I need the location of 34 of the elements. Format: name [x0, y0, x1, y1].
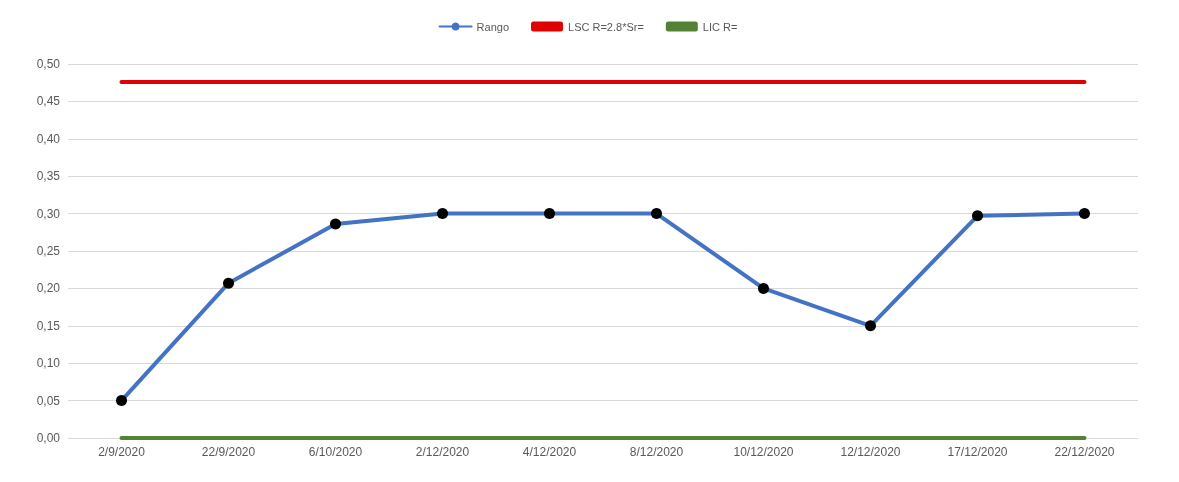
- y-tick-label: 0,35: [36, 169, 61, 184]
- y-tick-label: 0,00: [36, 431, 61, 445]
- x-tick-label: 22/9/2020: [201, 445, 256, 459]
- x-tick-label: 6/10/2020: [308, 445, 363, 459]
- y-tick-label: 0,05: [36, 393, 61, 408]
- y-tick-label: 0,10: [36, 356, 61, 371]
- point: [544, 208, 555, 220]
- x-tick-label: 2/9/2020: [98, 445, 146, 459]
- y-tick-label: 0,20: [36, 281, 61, 296]
- point: [972, 210, 983, 222]
- legend-label: LIC R=: [702, 20, 738, 33]
- point: [865, 320, 876, 332]
- x-tick-label: 2/12/2020: [415, 445, 470, 459]
- legend-label: LSC R=2.8*Sr=: [568, 20, 644, 33]
- y-tick-label: 0,45: [36, 94, 61, 109]
- x-tick-label: 22/12/2020: [1054, 445, 1115, 459]
- point: [1079, 208, 1090, 220]
- point: [116, 395, 127, 407]
- point: [223, 277, 234, 289]
- x-tick-label: 17/12/2020: [947, 445, 1008, 459]
- y-tick-label: 0,50: [36, 57, 61, 71]
- y-tick-label: 0,25: [36, 244, 61, 258]
- legend-label: Rango: [476, 20, 510, 33]
- y-tick-label: 0,40: [36, 131, 61, 146]
- y-tick-label: 0,15: [36, 318, 61, 333]
- point: [437, 208, 448, 220]
- point: [330, 218, 341, 230]
- x-tick-label: 8/12/2020: [629, 445, 684, 459]
- x-tick-label: 4/12/2020: [522, 445, 577, 459]
- point: [758, 282, 769, 294]
- y-tick-label: 0,30: [36, 206, 61, 221]
- x-tick-label: 10/12/2020: [733, 445, 794, 459]
- point: [651, 208, 662, 220]
- x-tick-label: 12/12/2020: [840, 445, 901, 459]
